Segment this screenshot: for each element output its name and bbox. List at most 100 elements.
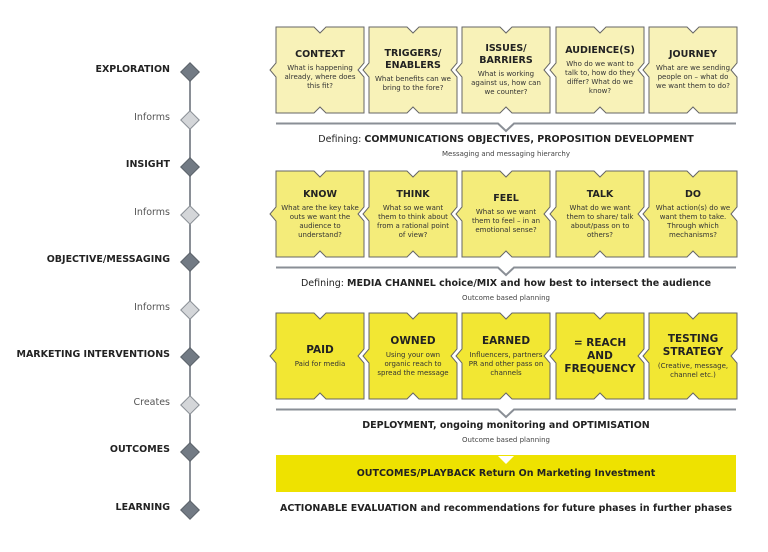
timeline-step: LEARNING (0, 500, 200, 520)
defining-prefix: Defining: (318, 134, 365, 145)
card-title: OWNED (390, 334, 436, 347)
timeline-label: OBJECTIVE/MESSAGING (46, 254, 170, 265)
card-audience-s: AUDIENCE(S) Who do we want to talk to, h… (549, 26, 645, 114)
card-journey: JOURNEY What are we sending people on – … (642, 26, 738, 114)
timeline-step: Creates (0, 395, 200, 415)
timeline-step: EXPLORATION (0, 62, 200, 82)
timeline-label: Informs (134, 112, 170, 123)
card-shape (455, 26, 551, 114)
card-title: THINK (396, 188, 430, 200)
card-context: CONTEXT What is happening already, where… (269, 26, 365, 114)
card-description: What so we want them to feel – in an emo… (471, 208, 541, 234)
card-title: = REACH AND FREQUENCY (564, 336, 636, 375)
card-shape (269, 170, 365, 258)
diamond-icon (180, 500, 200, 520)
card-description: (Creative, message, channel etc.) (657, 361, 729, 379)
card-feel: FEEL What so we want them to feel – in a… (455, 170, 551, 258)
diamond-icon (180, 442, 200, 462)
diamond-icon (180, 347, 200, 367)
defining-statement: Defining: COMMUNICATIONS OBJECTIVES, PRO… (276, 134, 736, 145)
card-description: What do we want them to share/ talk abou… (566, 203, 634, 239)
card-owned: OWNED Using your own organic reach to sp… (362, 312, 458, 400)
card-do: DO What action(s) do we want them to tak… (642, 170, 738, 258)
defining-statement: DEPLOYMENT, ongoing monitoring and OPTIM… (276, 420, 736, 431)
card-shape (642, 26, 738, 114)
timeline-label: INSIGHT (125, 159, 170, 170)
card-shape (362, 312, 458, 400)
card-reach-and-frequency: = REACH AND FREQUENCY (549, 312, 645, 400)
card-issues-barriers: ISSUES/ BARRIERS What is working against… (455, 26, 551, 114)
card-shape (362, 170, 458, 258)
timeline-label: Creates (133, 397, 170, 408)
card-title: EARNED (481, 334, 531, 347)
card-description: Who do we want to talk to, how do they d… (565, 59, 635, 95)
card-shape (549, 312, 645, 400)
diamond-icon (180, 300, 200, 320)
diamond-icon (180, 395, 200, 415)
card-shape (642, 312, 738, 400)
defining-bold: DEPLOYMENT, ongoing monitoring and OPTIM… (362, 420, 650, 431)
card-description: Using your own organic reach to spread t… (377, 350, 449, 377)
card-description: What are we sending people on – what do … (655, 64, 731, 90)
card-title: TALK (586, 188, 614, 200)
diamond-icon (180, 110, 200, 130)
card-paid: PAID Paid for media (269, 312, 365, 400)
timeline-step: INSIGHT (0, 157, 200, 177)
timeline-label: Informs (134, 207, 170, 218)
card-title: TESTING STRATEGY (662, 332, 724, 358)
card-title: JOURNEY (669, 49, 717, 60)
card-title: FEEL (493, 193, 519, 204)
card-description: Influencers, partners PR and other pass … (468, 350, 544, 377)
timeline-label: Informs (134, 302, 170, 313)
card-description: What is happening already, where does th… (284, 64, 356, 90)
card-shape (269, 312, 365, 400)
card-title: DO (685, 188, 701, 200)
card-shape (362, 26, 458, 114)
card-testing-strategy: TESTING STRATEGY (Creative, message, cha… (642, 312, 738, 400)
defining-rest: and how best to intersect the audience (497, 278, 712, 289)
defining-subtitle: Outcome based planning (462, 436, 550, 444)
card-description: What action(s) do we want them to take. … (655, 203, 731, 239)
card-earned: EARNED Influencers, partners PR and othe… (455, 312, 551, 400)
card-shape (269, 26, 365, 114)
defining-bold: MEDIA CHANNEL choice/MIX (347, 278, 498, 289)
card-description: What so we want them to think about from… (377, 203, 449, 239)
timeline-step: Informs (0, 300, 200, 320)
card-title: TRIGGERS/ ENABLERS (384, 47, 442, 71)
card-description: What is working against us, how can we c… (471, 70, 541, 96)
card-shape (455, 312, 551, 400)
defining-subtitle: Messaging and messaging hierarchy (441, 150, 571, 158)
timeline-label: OUTCOMES (109, 444, 170, 455)
card-description: What benefits can we bring to the fore? (375, 74, 451, 92)
divider-arrow (276, 265, 736, 279)
final-statement: ACTIONABLE EVALUATION and recommendation… (280, 503, 732, 514)
card-triggers-enablers: TRIGGERS/ ENABLERS What benefits can we … (362, 26, 458, 114)
diamond-icon (180, 62, 200, 82)
diamond-icon (180, 252, 200, 272)
card-title: KNOW (303, 188, 337, 200)
defining-statement: Defining: MEDIA CHANNEL choice/MIX and h… (276, 278, 736, 289)
timeline-step: Informs (0, 205, 200, 225)
timeline-step: OUTCOMES (0, 442, 200, 462)
card-talk: TALK What do we want them to share/ talk… (549, 170, 645, 258)
card-know: KNOW What are the key take outs we want … (269, 170, 365, 258)
divider-arrow (276, 407, 736, 421)
defining-bold: COMMUNICATIONS OBJECTIVES, PROPOSITION D… (364, 134, 694, 145)
timeline-label: EXPLORATION (95, 64, 170, 75)
card-title: PAID (306, 343, 334, 356)
defining-subtitle: Outcome based planning (462, 294, 550, 302)
diamond-icon (180, 205, 200, 225)
card-shape (455, 170, 551, 258)
defining-prefix: Defining: (300, 278, 348, 289)
diamond-icon (180, 157, 200, 177)
card-title: AUDIENCE(S) (565, 44, 635, 56)
card-description: Paid for media (294, 359, 346, 368)
card-title: CONTEXT (295, 49, 345, 60)
timeline-label: LEARNING (115, 502, 170, 513)
outcome-bar-text: OUTCOMES/PLAYBACK Return On Marketing In… (356, 468, 656, 479)
card-shape (549, 170, 645, 258)
timeline-step: MARKETING INTERVENTIONS (0, 347, 200, 367)
timeline-label: MARKETING INTERVENTIONS (16, 349, 171, 360)
card-think: THINK What so we want them to think abou… (362, 170, 458, 258)
